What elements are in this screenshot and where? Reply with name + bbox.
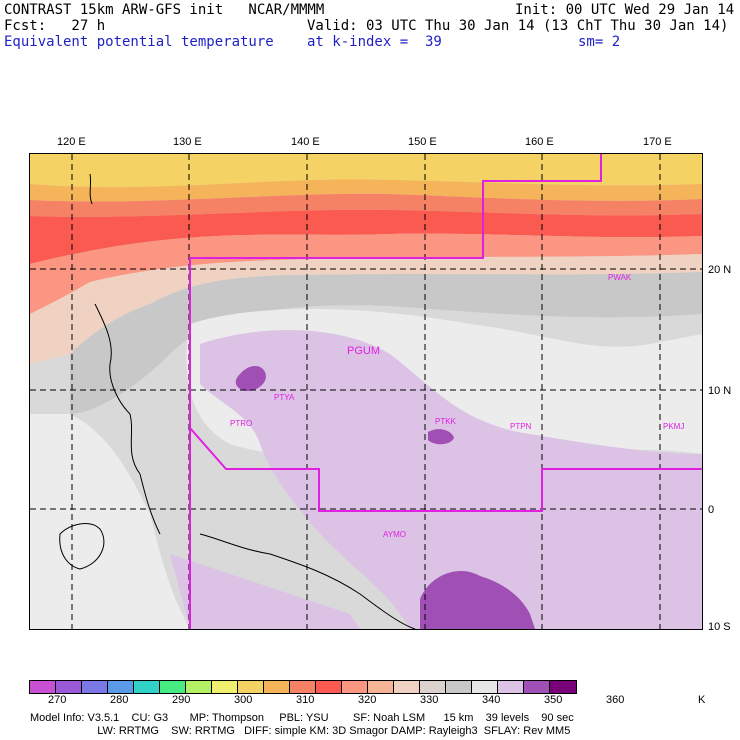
colorbar-tick: 330 bbox=[420, 694, 439, 706]
colorbar-tick: 290 bbox=[172, 694, 191, 706]
colorbar-swatch bbox=[264, 681, 290, 693]
colorbar-tick: 300 bbox=[234, 694, 253, 706]
colorbar-swatch bbox=[446, 681, 472, 693]
lon-label: 160 E bbox=[525, 136, 554, 148]
colorbar-tick: 350 bbox=[544, 694, 563, 706]
band-335 bbox=[30, 209, 702, 264]
lat-label: 10 S bbox=[708, 621, 731, 633]
forecast-hour: Fcst: 27 h bbox=[4, 18, 106, 34]
colorbar-tick: 320 bbox=[358, 694, 377, 706]
valid-time: Valid: 03 UTC Thu 30 Jan 14 (13 ChT Thu … bbox=[307, 18, 729, 34]
colorbar-swatch bbox=[30, 681, 56, 693]
station-ptro: PTRO bbox=[230, 419, 253, 428]
band-340 bbox=[30, 233, 702, 314]
colorbar-tick: 270 bbox=[48, 694, 67, 706]
station-pkmj: PKMJ bbox=[663, 422, 685, 431]
station-aymo: AYMO bbox=[383, 530, 406, 539]
colorbar-tick: 280 bbox=[110, 694, 129, 706]
band-365 bbox=[200, 330, 702, 629]
colorbar-swatch bbox=[316, 681, 342, 693]
colorbar-tick: 360 bbox=[606, 694, 625, 706]
lon-label: 130 E bbox=[173, 136, 202, 148]
band-320 bbox=[30, 154, 702, 188]
colorbar-swatch bbox=[368, 681, 394, 693]
init-time: Init: 00 UTC Wed 29 Jan 14 bbox=[515, 2, 735, 18]
band-345 bbox=[30, 254, 702, 364]
colorbar-swatch bbox=[420, 681, 446, 693]
station-ptpn: PTPN bbox=[510, 422, 532, 431]
station-ptkk: PTKK bbox=[435, 417, 456, 426]
station-pgum: PGUM bbox=[347, 345, 380, 357]
band-325 bbox=[30, 179, 702, 202]
map-panel bbox=[29, 153, 703, 630]
band-360-west bbox=[30, 414, 190, 629]
blob-370-south bbox=[420, 570, 535, 629]
model-info-line2: LW: RRTMG SW: RRTMG DIFF: simple KM: 3D … bbox=[30, 725, 571, 737]
station-pwak: PWAK bbox=[608, 273, 632, 282]
colorbar-swatch bbox=[238, 681, 264, 693]
lon-label: 170 E bbox=[643, 136, 672, 148]
colorbar-tick: 310 bbox=[296, 694, 315, 706]
fir-boundary bbox=[189, 154, 602, 629]
colorbar bbox=[29, 680, 577, 694]
colorbar-tick: 340 bbox=[482, 694, 501, 706]
smoothing: sm= 2 bbox=[578, 34, 621, 50]
k-index: at k-index = 39 bbox=[307, 34, 442, 50]
colorbar-swatch bbox=[342, 681, 368, 693]
colorbar-swatch bbox=[394, 681, 420, 693]
coastline bbox=[59, 523, 105, 570]
band-355 bbox=[70, 272, 702, 414]
colorbar-swatch bbox=[82, 681, 108, 693]
coastline bbox=[89, 173, 93, 205]
lon-label: 150 E bbox=[408, 136, 437, 148]
colorbar-swatch bbox=[186, 681, 212, 693]
colorbar-swatch bbox=[108, 681, 134, 693]
fir-boundary bbox=[189, 427, 702, 512]
field-name: Equivalent potential temperature bbox=[4, 34, 274, 50]
lat-label: 20 N bbox=[708, 264, 732, 276]
lat-label: 10 N bbox=[708, 385, 732, 397]
lon-label: 120 E bbox=[57, 136, 86, 148]
model-title: CONTRAST 15km ARW-GFS init NCAR/MMMM bbox=[4, 2, 325, 18]
coastline bbox=[199, 533, 416, 629]
coastline bbox=[94, 303, 161, 535]
colorbar-swatch bbox=[524, 681, 550, 693]
colorbar-swatch bbox=[160, 681, 186, 693]
band-330 bbox=[30, 193, 702, 217]
blob-370 bbox=[235, 365, 266, 392]
colorbar-unit: K bbox=[698, 694, 706, 706]
model-info-line1: Model Info: V3.5.1 CU: G3 MP: Thompson P… bbox=[30, 712, 574, 724]
colorbar-swatch bbox=[212, 681, 238, 693]
theta-e-field bbox=[30, 154, 702, 629]
station-ptya: PTYA bbox=[274, 393, 295, 402]
colorbar-swatch bbox=[472, 681, 498, 693]
colorbar-swatch bbox=[498, 681, 524, 693]
band-365-south bbox=[170, 554, 360, 629]
lon-label: 140 E bbox=[291, 136, 320, 148]
colorbar-swatch bbox=[550, 681, 576, 693]
colorbar-swatch bbox=[56, 681, 82, 693]
lat-label: 0 bbox=[708, 504, 715, 516]
colorbar-swatch bbox=[134, 681, 160, 693]
colorbar-swatch bbox=[290, 681, 316, 693]
blob-370 bbox=[428, 429, 454, 445]
